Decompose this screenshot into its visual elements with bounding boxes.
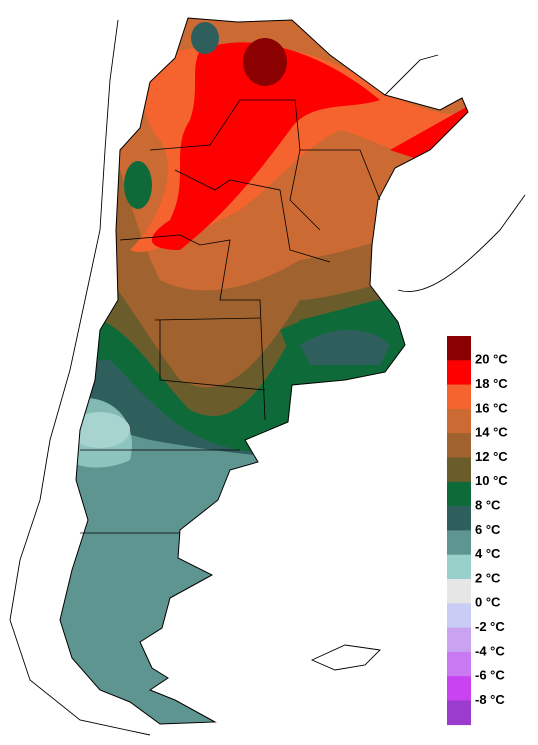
legend-swatch <box>447 408 471 434</box>
legend-swatch <box>447 676 471 701</box>
legend-label: -6 °C <box>475 668 505 683</box>
legend-label: 10 °C <box>475 473 508 488</box>
legend-swatch <box>447 384 471 410</box>
legend-label: 16 °C <box>475 400 508 415</box>
legend-label: -8 °C <box>475 692 505 707</box>
legend-label: 2 °C <box>475 570 501 585</box>
legend: 20 °C 18 °C 16 °C 14 °C 12 °C 10 °C 8 °C 6 °C 4 … <box>447 336 508 726</box>
neighbor-outlines <box>9 19 526 736</box>
province-borders <box>80 99 381 534</box>
legend-label: 6 °C <box>475 522 501 537</box>
legend-label: 0 °C <box>475 595 501 610</box>
legend-label: 4 °C <box>475 546 501 561</box>
legend-swatch <box>447 530 471 555</box>
legend-swatch <box>447 579 471 604</box>
legend-swatch <box>447 433 471 458</box>
legend-swatch <box>447 481 471 507</box>
legend-swatch <box>447 506 471 531</box>
legend-label: 18 °C <box>475 376 508 391</box>
legend-swatch <box>447 554 471 580</box>
legend-label: -2 °C <box>475 619 505 634</box>
legend-swatch <box>447 360 471 385</box>
legend-label: 14 °C <box>475 425 508 440</box>
legend-swatch <box>447 457 471 483</box>
legend-label: 12 °C <box>475 449 508 464</box>
legend-label: -4 °C <box>475 643 505 658</box>
legend-label: 8 °C <box>475 498 501 513</box>
legend-swatch <box>447 700 471 726</box>
legend-label: 20 °C <box>475 352 508 367</box>
legend-swatch <box>447 651 471 677</box>
legend-swatch <box>447 627 471 653</box>
legend-swatch <box>447 603 471 628</box>
legend-swatch <box>447 336 471 361</box>
